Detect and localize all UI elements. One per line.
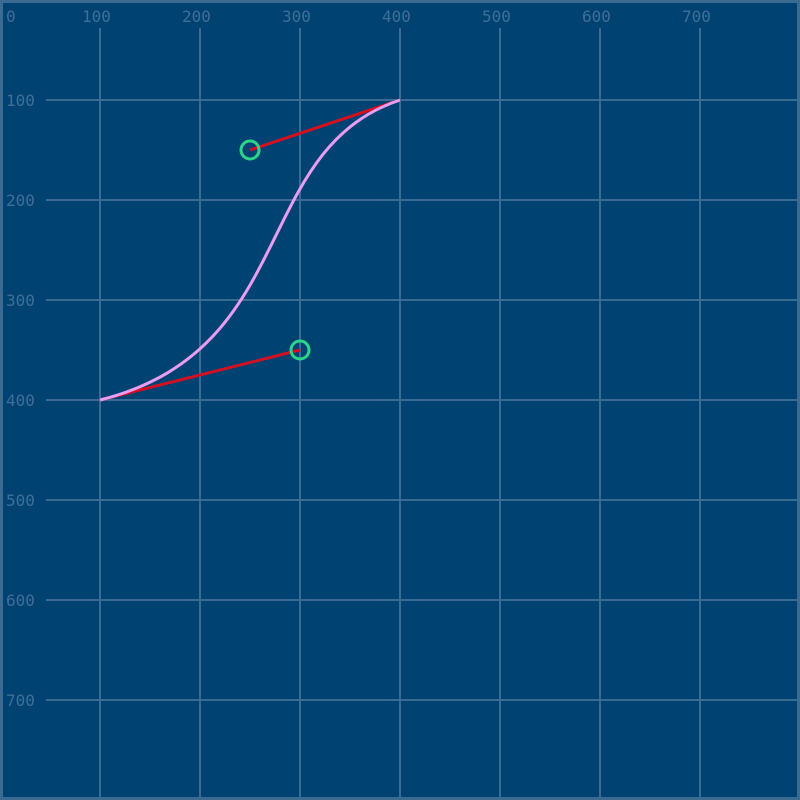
control-point-1[interactable] bbox=[289, 339, 311, 361]
y-tick-label: 400 bbox=[6, 391, 35, 410]
y-tick-label: 700 bbox=[6, 691, 35, 710]
tick-labels: 0 100 200 300 400 500 600 700 100 200 300 400 500 600… bbox=[6, 7, 711, 710]
x-tick-label: 500 bbox=[482, 7, 511, 26]
x-tick-label: 100 bbox=[82, 7, 111, 26]
y-tick-label: 200 bbox=[6, 191, 35, 210]
x-tick-label: 400 bbox=[382, 7, 411, 26]
y-tick-label: 500 bbox=[6, 491, 35, 510]
grid-lines bbox=[46, 28, 800, 800]
x-tick-label: 300 bbox=[282, 7, 311, 26]
bezier-curve bbox=[99, 98, 401, 402]
x-tick-label: 600 bbox=[582, 7, 611, 26]
y-tick-label: 300 bbox=[6, 291, 35, 310]
y-tick-label: 100 bbox=[6, 91, 35, 110]
x-tick-label: 0 bbox=[6, 7, 16, 26]
x-tick-label: 700 bbox=[682, 7, 711, 26]
x-tick-label: 200 bbox=[182, 7, 211, 26]
control-handles bbox=[99, 98, 401, 402]
handle-line-start bbox=[99, 348, 301, 402]
control-point-2[interactable] bbox=[239, 139, 261, 161]
control-points[interactable] bbox=[239, 139, 311, 361]
handle-line-end bbox=[249, 98, 401, 152]
y-tick-label: 600 bbox=[6, 591, 35, 610]
